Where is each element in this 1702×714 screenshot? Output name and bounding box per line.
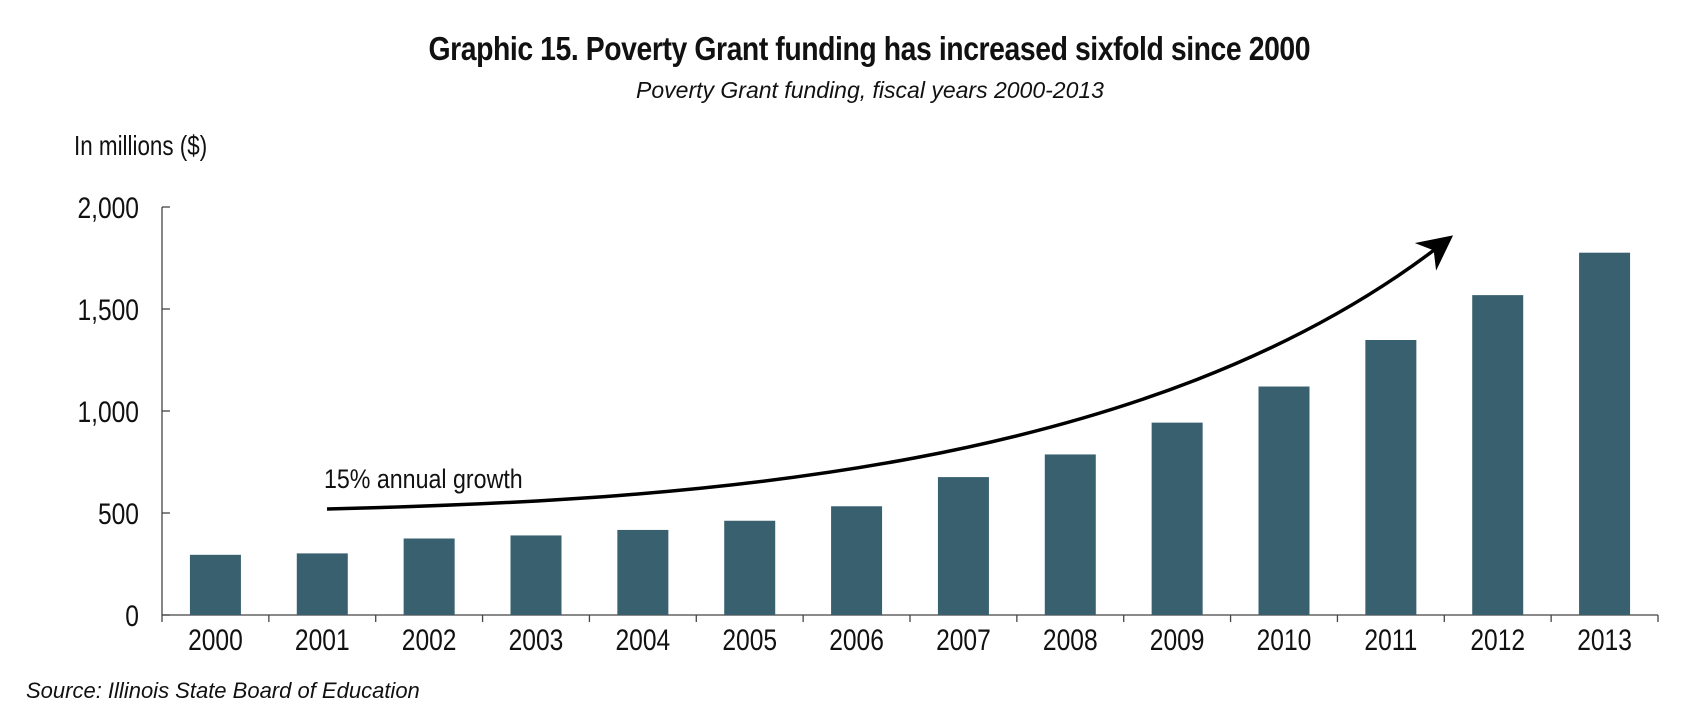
bar-2008 xyxy=(1044,454,1096,615)
x-tick-label: 2009 xyxy=(1150,623,1205,657)
growth-annotation: 15% annual growth xyxy=(324,464,523,494)
x-tick-label: 2006 xyxy=(829,623,884,657)
x-tick-label: 2002 xyxy=(402,623,457,657)
x-tick-label: 2013 xyxy=(1577,623,1632,657)
x-tick-label: 2000 xyxy=(188,623,243,657)
chart-subtitle: Poverty Grant funding, fiscal years 2000… xyxy=(636,77,1104,103)
bar-2000 xyxy=(189,554,241,615)
growth-arrow xyxy=(326,235,1454,511)
x-tick-label: 2007 xyxy=(936,623,991,657)
bar-2012 xyxy=(1472,295,1524,615)
x-tick-label: 2010 xyxy=(1257,623,1312,657)
y-tick-label: 500 xyxy=(98,497,139,531)
x-tick-label: 2003 xyxy=(509,623,564,657)
bar-2003 xyxy=(510,535,562,615)
bar-2002 xyxy=(403,538,455,615)
bar-2006 xyxy=(831,506,883,615)
y-tick-label: 1,500 xyxy=(77,293,139,327)
chart-title: Graphic 15. Poverty Grant funding has in… xyxy=(428,30,1311,67)
y-tick-label: 2,000 xyxy=(77,191,139,225)
x-tick-label: 2008 xyxy=(1043,623,1098,657)
x-tick-label: 2011 xyxy=(1364,623,1417,657)
x-tick-label: 2012 xyxy=(1470,623,1525,657)
x-tick-label: 2004 xyxy=(616,623,671,657)
bar-2007 xyxy=(937,477,989,615)
bar-2005 xyxy=(724,520,776,615)
bar-2004 xyxy=(617,529,669,615)
x-tick-label: 2005 xyxy=(722,623,777,657)
bar-2010 xyxy=(1258,386,1310,615)
source-note: Source: Illinois State Board of Educatio… xyxy=(26,678,420,703)
bar-2013 xyxy=(1579,252,1631,616)
x-tick-label: 2001 xyxy=(295,623,350,657)
bar-2011 xyxy=(1365,340,1417,615)
bar-2009 xyxy=(1151,422,1203,615)
y-tick-label: 0 xyxy=(125,599,139,633)
y-tick-label: 1,000 xyxy=(77,395,139,429)
y-axis-label: In millions ($) xyxy=(74,130,208,161)
bar-2001 xyxy=(296,553,348,615)
